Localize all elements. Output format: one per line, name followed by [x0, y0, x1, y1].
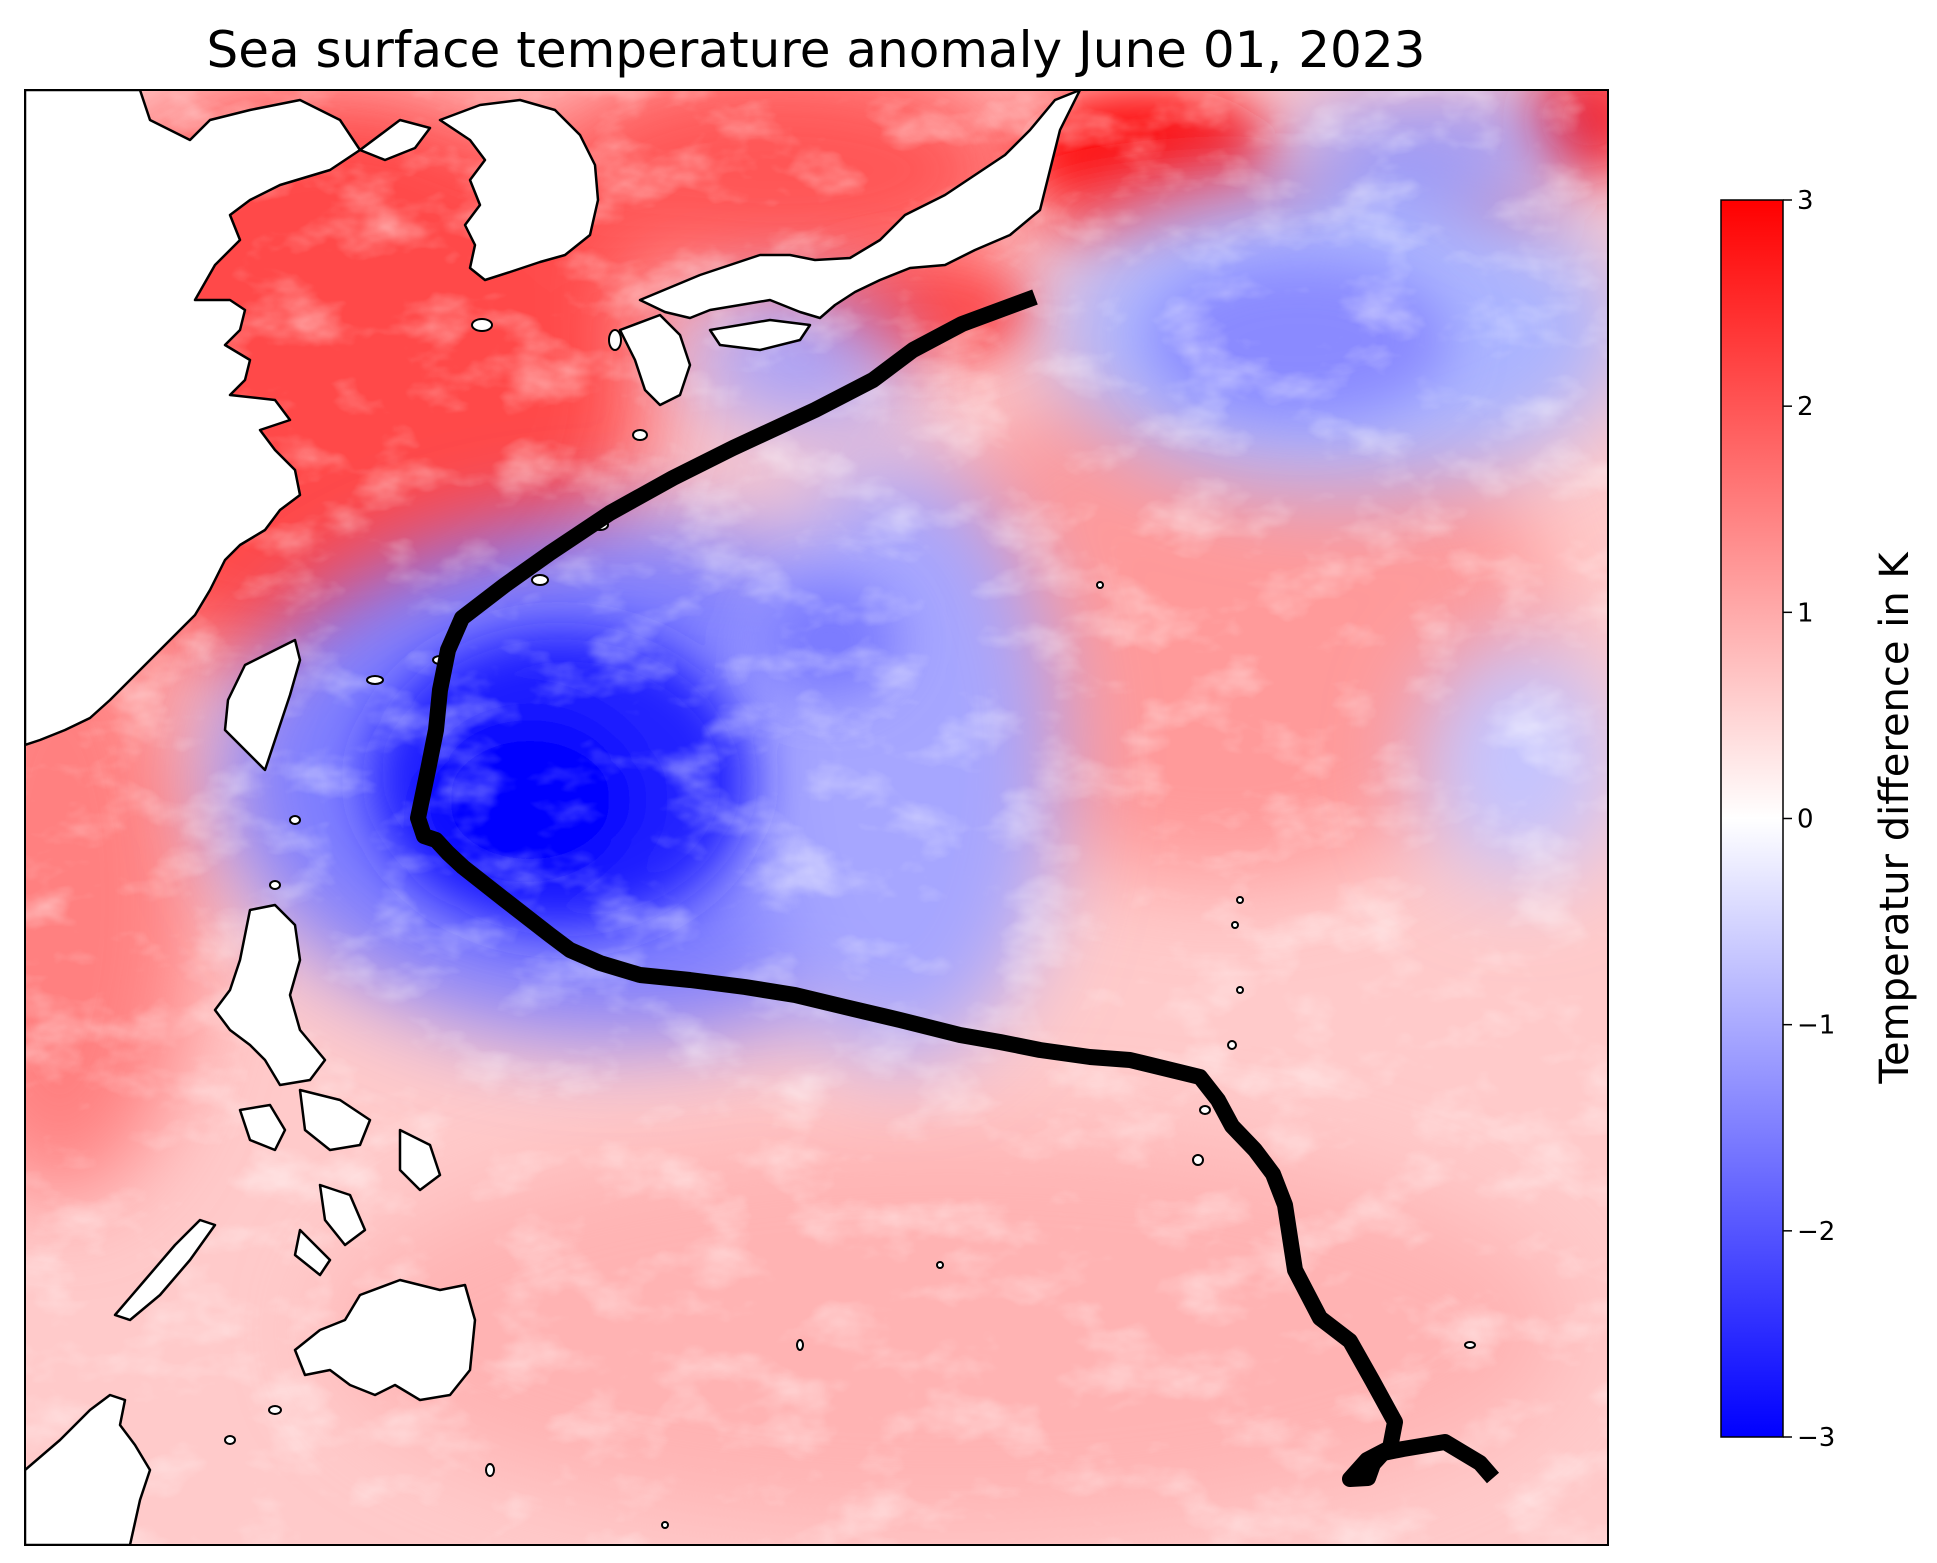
pacific-island-4 — [796, 1339, 804, 1351]
guam-island — [1192, 1154, 1204, 1166]
colorbar-gradient — [1720, 199, 1784, 1438]
ryukyu-island-1 — [632, 429, 648, 441]
colorbar-tick-label: −3 — [1797, 1423, 1835, 1453]
colorbar-tick-label: −2 — [1797, 1217, 1835, 1247]
shandong-peninsula — [358, 118, 432, 162]
korean-peninsula — [438, 98, 600, 282]
visayas-island-2 — [238, 1103, 287, 1152]
marianas-island-1 — [1236, 896, 1244, 904]
visayas-island-1 — [298, 1088, 372, 1152]
ryukyu-island-5 — [366, 675, 384, 685]
colorbar: 3 2 1 0 −1 −2 −3 Temperatur difference in K — [1720, 186, 1918, 1453]
map-frame — [24, 89, 1609, 1546]
jeju-island — [471, 318, 493, 332]
pacific-island-5 — [485, 1463, 495, 1477]
pacific-island-7 — [224, 1435, 236, 1445]
pacific-island-1 — [1096, 581, 1104, 589]
pacific-island-2 — [1464, 1341, 1476, 1349]
batanes-island-2 — [269, 880, 281, 890]
japan-honshu — [638, 90, 1082, 320]
luzon — [213, 903, 327, 1087]
visayas-island-5 — [293, 1228, 332, 1277]
land — [25, 90, 1082, 1545]
map-panel — [25, 90, 1608, 1545]
tsushima-island — [608, 329, 622, 351]
sst-texture — [25, 90, 1608, 1545]
japan-shikoku — [708, 318, 812, 352]
palawan — [113, 1218, 217, 1322]
colorbar-tick-label: 0 — [1797, 805, 1814, 835]
colorbar-ticks: 3 2 1 0 −1 −2 −3 — [1783, 186, 1835, 1453]
japan-kyushu — [618, 313, 692, 407]
marianas-island-3 — [1236, 986, 1244, 994]
marianas-island-4 — [1227, 1040, 1237, 1050]
marianas-island-2 — [1231, 921, 1239, 929]
colorbar-label: Temperatur difference in K — [1872, 551, 1918, 1085]
taiwan — [223, 638, 302, 772]
visayas-island-3 — [398, 1128, 442, 1192]
colorbar-tick-label: 1 — [1797, 598, 1814, 628]
asian-mainland — [25, 90, 362, 747]
pacific-island-3 — [936, 1261, 944, 1269]
colorbar-tick-label: 2 — [1797, 392, 1814, 422]
typhoon-track — [410, 289, 1500, 1487]
visayas-island-4 — [318, 1183, 367, 1247]
ryukyu-island-3 — [531, 574, 549, 586]
figure-title: Sea surface temperature anomaly June 01,… — [207, 21, 1426, 79]
batanes-island-1 — [289, 815, 301, 825]
pacific-island-6 — [661, 1521, 669, 1529]
mindanao — [293, 1278, 477, 1402]
borneo — [25, 1393, 152, 1545]
colorbar-tick-label: −1 — [1797, 1011, 1835, 1041]
marianas-island-5 — [1199, 1105, 1211, 1115]
colorbar-tick-label: 3 — [1797, 186, 1814, 216]
pacific-island-8 — [268, 1405, 282, 1415]
